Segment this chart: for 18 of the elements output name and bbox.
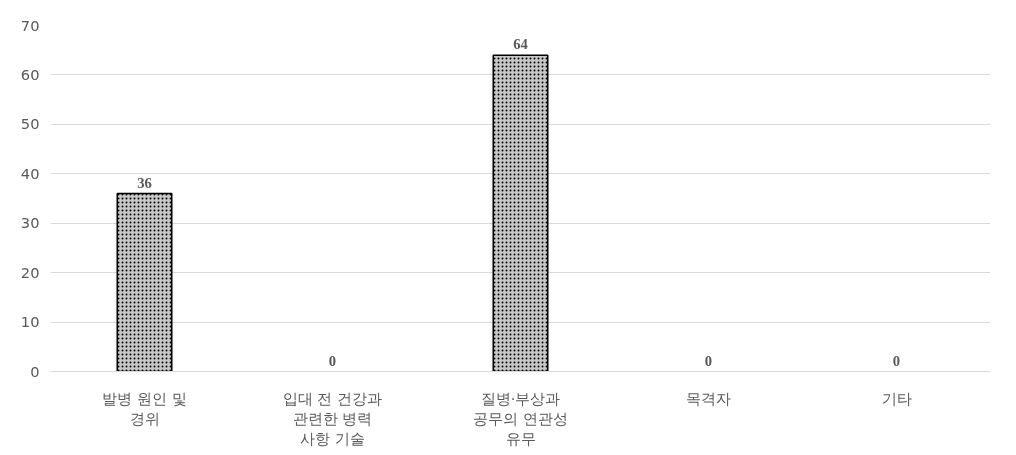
data-label: 0 xyxy=(704,352,713,369)
data-label: 36 xyxy=(137,174,152,191)
y-tick-label: 0 xyxy=(30,362,40,380)
y-tick-label: 30 xyxy=(20,214,40,232)
y-tick-label: 20 xyxy=(20,263,40,281)
x-tick-label: 기타 xyxy=(881,389,912,407)
data-label: 64 xyxy=(513,36,529,53)
y-tick-label: 10 xyxy=(20,313,40,331)
y-tick-label: 60 xyxy=(20,65,40,83)
y-tick-label: 50 xyxy=(20,115,40,133)
x-tick-label: 목격자 xyxy=(686,389,731,407)
data-label: 0 xyxy=(892,352,901,369)
x-tick-label: 질병·부상과 공무의 연관성 유무 xyxy=(473,389,568,448)
data-label: 0 xyxy=(328,352,337,369)
y-tick-label: 70 xyxy=(20,16,40,34)
x-tick-label: 입대 전 건강과 관련한 병력 사항 기술 xyxy=(282,389,383,448)
x-tick-label: 발병 원인 및 경위 xyxy=(102,389,187,427)
y-tick-label: 40 xyxy=(20,164,40,182)
